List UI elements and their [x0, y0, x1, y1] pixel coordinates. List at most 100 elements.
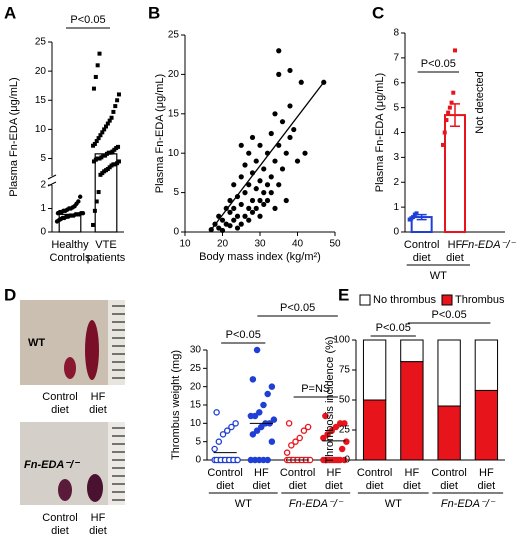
data-point — [116, 159, 121, 164]
panel-letter: D — [4, 285, 16, 304]
x-tick-label: diet — [413, 252, 431, 264]
x-tick-label: diet — [325, 480, 343, 492]
bar-segment — [400, 339, 424, 363]
y-tick-label: 4 — [393, 127, 399, 138]
ruler — [108, 300, 125, 385]
data-point — [341, 456, 348, 464]
bar — [444, 114, 466, 233]
photo-label: Fn-EDA⁻/⁻ — [24, 459, 80, 471]
panel-letter: A — [4, 3, 16, 22]
data-point — [304, 423, 312, 431]
diet-label: HF — [91, 512, 106, 524]
data-point — [338, 445, 346, 453]
data-point — [268, 383, 276, 390]
y-axis-label: Plasma Fn-EDA (μg/mL) — [154, 74, 166, 193]
thrombus — [87, 474, 103, 502]
x-tick-label: Control — [404, 239, 439, 251]
x-tick-label: Healthy — [51, 239, 89, 251]
data-point — [414, 211, 419, 216]
y-tick-label: 3 — [393, 152, 399, 163]
x-tick-label: 10 — [179, 239, 191, 250]
data-point — [219, 217, 226, 223]
data-point — [287, 67, 293, 74]
data-point — [343, 438, 350, 445]
x-tick-label: Controls — [50, 252, 91, 264]
data-point — [92, 141, 97, 146]
data-point — [249, 431, 257, 438]
bar-segment — [437, 339, 461, 407]
data-point — [272, 205, 278, 211]
y-axis-label: Thrombus weight (mg) — [170, 350, 182, 460]
x-tick-label: HF — [327, 467, 342, 479]
diet-label: Control — [42, 512, 77, 524]
x-tick-label: diet — [289, 480, 307, 492]
data-point — [276, 48, 282, 54]
y-tick-label: 5 — [173, 187, 179, 198]
y-axis-label: Plasma Fn-EDA (μg/mL) — [8, 77, 20, 196]
y-tick-label: 25 — [190, 363, 202, 374]
data-point — [268, 438, 276, 445]
data-point — [227, 223, 233, 229]
data-point — [253, 205, 259, 211]
annotation: P<0.05 — [376, 322, 411, 334]
x-tick-label: diet — [403, 480, 421, 492]
bar-segment — [474, 389, 499, 461]
data-point — [249, 376, 257, 383]
photo-wt: WT — [20, 300, 125, 385]
photo-diet-labels: Control diet HF diet Control diet HF die… — [42, 391, 107, 537]
data-point — [94, 139, 99, 144]
diet-label: HF — [91, 391, 106, 403]
data-point — [94, 199, 99, 204]
x-tick-label: VTE — [95, 239, 116, 251]
data-point — [272, 158, 278, 164]
y-tick-label: 5 — [195, 436, 201, 447]
y-tick-label: 15 — [190, 400, 202, 411]
data-point — [302, 150, 308, 156]
y-tick-label: 10 — [190, 418, 202, 429]
y-tick-label: 10 — [168, 148, 180, 159]
x-tick-label: HF — [405, 467, 420, 479]
data-point — [234, 456, 241, 464]
data-point — [113, 104, 118, 109]
data-point — [441, 142, 445, 147]
data-point — [242, 162, 248, 168]
data-point — [98, 133, 103, 138]
data-point — [93, 74, 98, 79]
data-point — [249, 134, 256, 141]
data-point — [77, 194, 83, 199]
data-point — [242, 190, 248, 196]
data-point — [283, 449, 291, 456]
x-tick-label: patients — [87, 252, 126, 264]
legend-label: No thrombus — [373, 294, 436, 306]
data-point — [294, 158, 301, 164]
y-tick-label: 1 — [40, 203, 46, 214]
data-point — [104, 124, 108, 129]
data-point — [227, 197, 233, 204]
data-point — [231, 217, 237, 223]
thrombus — [85, 320, 99, 380]
data-point — [116, 144, 121, 149]
data-point — [238, 174, 244, 180]
y-tick-label: 0 — [344, 455, 350, 466]
y-tick-label: 7 — [393, 53, 399, 64]
data-point — [279, 119, 286, 125]
data-point — [287, 103, 293, 109]
data-point — [76, 199, 81, 204]
y-tick-label: 0 — [40, 227, 46, 238]
annotation: P<0.05 — [226, 329, 261, 341]
data-point — [249, 209, 256, 215]
data-point — [298, 79, 304, 85]
data-point — [287, 134, 293, 141]
group-label: WT — [235, 498, 252, 510]
data-point — [449, 100, 454, 105]
group-label: Fn-EDA⁻/⁻ — [441, 498, 496, 510]
data-point — [300, 427, 308, 434]
data-point — [334, 456, 342, 464]
data-point — [283, 197, 289, 204]
group-label: WT — [385, 498, 402, 510]
data-point — [447, 105, 452, 110]
data-point — [91, 86, 96, 91]
x-tick-label: diet — [366, 480, 384, 492]
y-tick-label: 100 — [333, 335, 350, 346]
data-point — [451, 90, 456, 95]
